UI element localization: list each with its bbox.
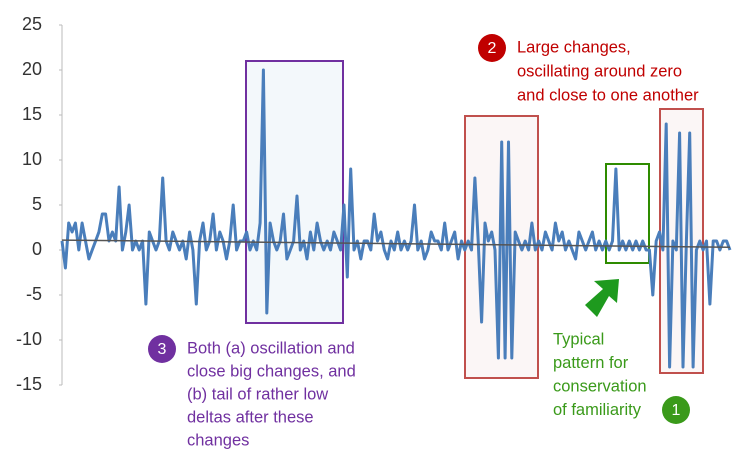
annotation-text: of familiarity (553, 401, 642, 419)
annotation-text: oscillating around zero (517, 62, 682, 80)
annotation-text: changes (187, 431, 249, 449)
annotation-number: 3 (158, 341, 167, 358)
annotation-badge (148, 335, 176, 363)
annotation-text: conservation (553, 377, 647, 395)
annotation-text: pattern for (553, 354, 629, 372)
y-tick-label: 10 (22, 149, 42, 169)
annotation-number: 1 (672, 402, 681, 419)
annotation-text: close big changes, and (187, 362, 356, 380)
annotation-badge (478, 34, 506, 62)
highlight-box (605, 163, 650, 264)
annotation-badge (662, 396, 690, 424)
y-tick-label: 0 (32, 239, 42, 259)
annotation-number: 2 (488, 40, 497, 57)
y-tick-label: 20 (22, 59, 42, 79)
data-line (60, 68, 732, 369)
y-tick-label: -10 (16, 329, 42, 349)
trend-line (61, 239, 731, 249)
y-tick-label: 15 (22, 104, 42, 124)
annotation-text: and close to one another (517, 86, 699, 104)
y-tick-label: 5 (32, 194, 42, 214)
annotation-text: (b) tail of rather low (187, 385, 328, 403)
annotation-text: Both (a) oscillation and (187, 339, 355, 357)
annotation-text: Typical (553, 330, 604, 348)
arrow (585, 279, 619, 317)
y-tick-label: -5 (26, 284, 42, 304)
annotation-text: Large changes, (517, 38, 631, 56)
annotation-text: deltas after these (187, 408, 314, 426)
y-tick-label: -15 (16, 374, 42, 394)
y-tick-label: 25 (22, 14, 42, 34)
